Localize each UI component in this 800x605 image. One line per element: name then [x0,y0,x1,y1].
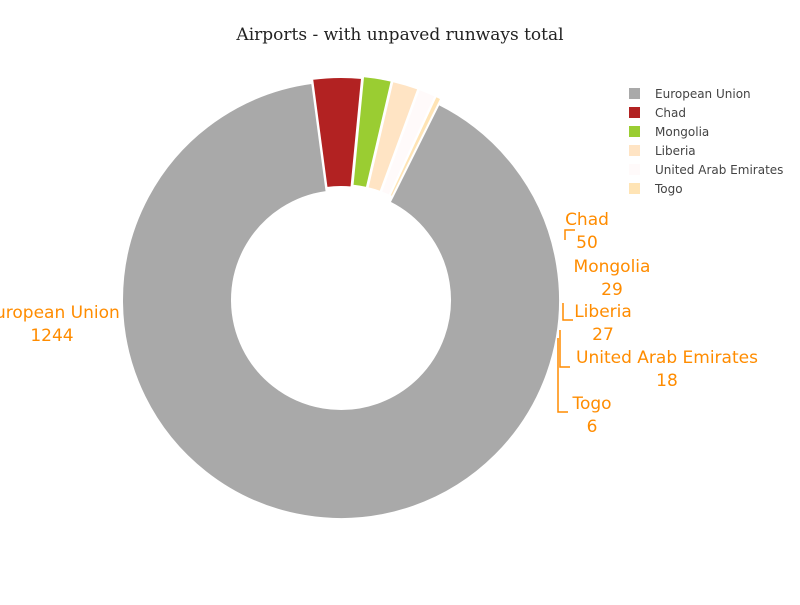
legend-item-label[interactable]: Liberia [655,144,696,158]
label-leader-line [557,338,568,413]
slice-european-union[interactable] [121,81,561,520]
slice-label-name: Togo [571,394,611,414]
label-leader-line [562,303,573,321]
legend-swatch[interactable] [629,88,640,99]
legend: European Union Chad Mongolia Liberia United … [629,87,783,196]
legend-item-label[interactable]: European Union [655,87,751,101]
slice-label-value: 50 [576,233,598,253]
label-leader-line [559,330,570,368]
slice-labels-group: European Union 1244 Chad 50 Mongolia 29Liberi… [0,210,758,437]
slice-label-name: United Arab Emirates [576,348,758,368]
legend-item-label[interactable]: Mongolia [655,125,709,139]
slice-label-value: 27 [592,325,614,345]
slice-label-name: Mongolia [574,257,651,277]
slice-label-name: Liberia [574,302,632,322]
slice-label-value: 29 [601,280,623,300]
slices-group [121,75,561,520]
slice-label-name: European Union [0,303,120,323]
chart-title: Airports - with unpaved runways total [235,25,563,45]
slice-label-value: 6 [587,417,598,437]
legend-item-label[interactable]: United Arab Emirates [655,163,783,177]
label-leader-line [564,229,575,240]
legend-item-label[interactable]: Togo [654,182,683,196]
legend-swatch[interactable] [629,145,640,156]
legend-swatch[interactable] [629,164,640,175]
legend-swatch[interactable] [629,183,640,194]
slice-label-value: 1244 [30,326,73,346]
legend-item-label[interactable]: Chad [655,106,686,120]
legend-swatch[interactable] [629,107,640,118]
legend-swatch[interactable] [629,126,640,137]
slice-togo[interactable] [388,94,443,199]
slice-label-value: 18 [656,371,678,391]
slice-label-name: Chad [565,210,609,230]
